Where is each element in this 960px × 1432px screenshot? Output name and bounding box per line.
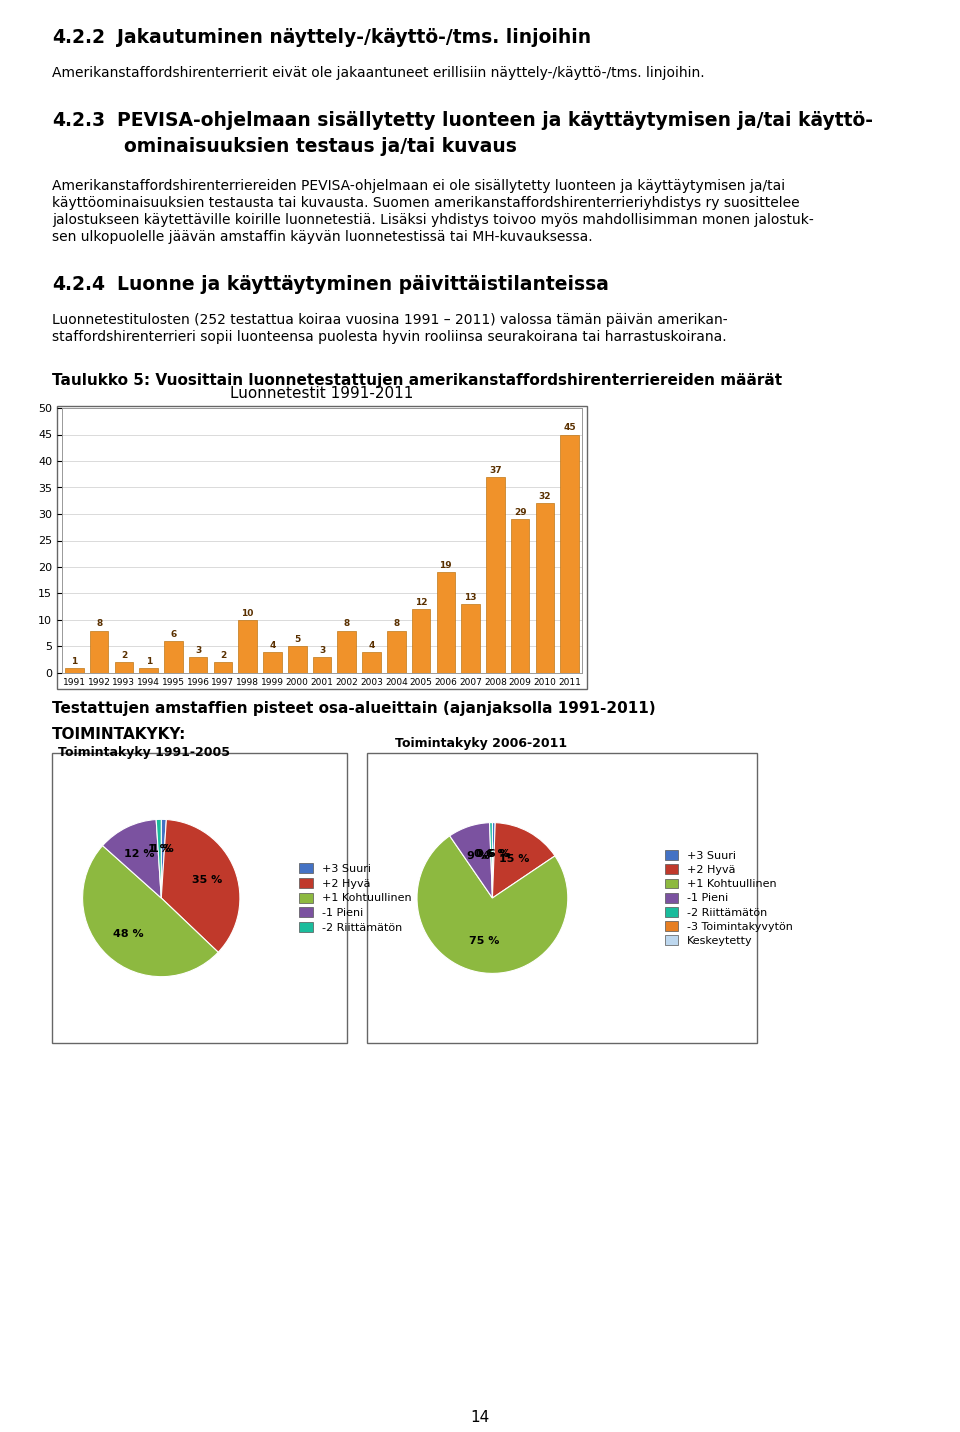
Text: 3: 3 bbox=[195, 646, 202, 654]
Text: TOIMINTAKYKY:: TOIMINTAKYKY: bbox=[52, 727, 186, 742]
Text: 4: 4 bbox=[270, 640, 276, 650]
Bar bbox=[214, 663, 232, 673]
Bar bbox=[263, 652, 282, 673]
Bar bbox=[238, 620, 257, 673]
Bar bbox=[437, 573, 455, 673]
Text: Jakautuminen näyttely-/käyttö-/tms. linjoihin: Jakautuminen näyttely-/käyttö-/tms. linj… bbox=[104, 29, 591, 47]
Text: 29: 29 bbox=[514, 508, 526, 517]
Bar bbox=[561, 434, 579, 673]
Text: 8: 8 bbox=[344, 620, 349, 629]
Text: 10: 10 bbox=[242, 609, 253, 617]
Bar bbox=[412, 610, 430, 673]
Wedge shape bbox=[161, 819, 240, 952]
Text: 45: 45 bbox=[564, 424, 576, 432]
Wedge shape bbox=[492, 822, 555, 898]
Text: 15 %: 15 % bbox=[498, 855, 529, 865]
Text: 2: 2 bbox=[121, 652, 127, 660]
Text: 5: 5 bbox=[294, 636, 300, 644]
Bar bbox=[65, 667, 84, 673]
Wedge shape bbox=[83, 846, 218, 977]
Text: Toimintakyky 2006-2011: Toimintakyky 2006-2011 bbox=[395, 737, 567, 750]
Wedge shape bbox=[161, 819, 166, 898]
Wedge shape bbox=[156, 819, 161, 898]
Bar bbox=[288, 646, 306, 673]
Text: Testattujen amstaffien pisteet osa-alueittain (ajanjaksolla 1991-2011): Testattujen amstaffien pisteet osa-aluei… bbox=[52, 702, 656, 716]
Text: 12: 12 bbox=[415, 599, 427, 607]
Text: Taulukko 5: Vuosittain luonnetestattujen amerikanstaffordshirenterriereiden määr: Taulukko 5: Vuosittain luonnetestattujen… bbox=[52, 372, 782, 388]
Text: 1: 1 bbox=[146, 657, 152, 666]
Wedge shape bbox=[490, 822, 492, 898]
Bar bbox=[90, 630, 108, 673]
Text: Luonnetestitulosten (252 testattua koiraa vuosina 1991 – 2011) valossa tämän päi: Luonnetestitulosten (252 testattua koira… bbox=[52, 314, 728, 326]
Text: 8: 8 bbox=[394, 620, 399, 629]
Text: 32: 32 bbox=[539, 493, 551, 501]
Text: 1 %: 1 % bbox=[152, 843, 174, 853]
Legend: +3 Suuri, +2 Hyvä, +1 Kohtuullinen, -1 Pieni, -2 Riittämätön: +3 Suuri, +2 Hyvä, +1 Kohtuullinen, -1 P… bbox=[300, 863, 411, 932]
Text: 35 %: 35 % bbox=[192, 875, 222, 885]
Text: Luonne ja käyttäytyminen päivittäistilanteissa: Luonne ja käyttäytyminen päivittäistilan… bbox=[104, 275, 609, 294]
Text: 8: 8 bbox=[96, 620, 103, 629]
Text: 19: 19 bbox=[440, 561, 452, 570]
Legend: +3 Suuri, +2 Hyvä, +1 Kohtuullinen, -1 Pieni, -2 Riittämätön, -3 Toimintakyvytön: +3 Suuri, +2 Hyvä, +1 Kohtuullinen, -1 P… bbox=[665, 851, 793, 945]
Bar bbox=[462, 604, 480, 673]
Bar bbox=[536, 504, 554, 673]
Text: Amerikanstaffordshirenterrierit eivät ole jakaantuneet erillisiin näyttely-/käyt: Amerikanstaffordshirenterrierit eivät ol… bbox=[52, 66, 705, 80]
Wedge shape bbox=[103, 819, 161, 898]
Text: 0,6 %: 0,6 % bbox=[474, 849, 509, 859]
Bar bbox=[189, 657, 207, 673]
Bar bbox=[338, 630, 356, 673]
Text: 37: 37 bbox=[489, 465, 502, 475]
Text: 1: 1 bbox=[71, 657, 78, 666]
Bar bbox=[313, 657, 331, 673]
Text: 12 %: 12 % bbox=[125, 849, 155, 859]
Text: Toimintakyky 1991-2005: Toimintakyky 1991-2005 bbox=[58, 746, 229, 759]
Text: 4.2.4: 4.2.4 bbox=[52, 275, 105, 294]
Text: ominaisuuksien testaus ja/tai kuvaus: ominaisuuksien testaus ja/tai kuvaus bbox=[124, 137, 516, 156]
Bar bbox=[139, 667, 158, 673]
Text: 48 %: 48 % bbox=[112, 929, 143, 939]
Bar bbox=[114, 663, 133, 673]
Text: 1 %: 1 % bbox=[148, 843, 171, 853]
Text: 4.2.2: 4.2.2 bbox=[52, 29, 105, 47]
Text: 4: 4 bbox=[369, 640, 374, 650]
Text: PEVISA-ohjelmaan sisällytetty luonteen ja käyttäytymisen ja/tai käyttö-: PEVISA-ohjelmaan sisällytetty luonteen j… bbox=[104, 112, 873, 130]
Text: 2: 2 bbox=[220, 652, 226, 660]
Bar bbox=[387, 630, 405, 673]
Text: jalostukseen käytettäville koirille luonnetestiä. Lisäksi yhdistys toivoo myös m: jalostukseen käytettäville koirille luon… bbox=[52, 213, 814, 228]
Text: staffordshirenterrieri sopii luonteensa puolesta hyvin rooliinsa seurakoirana ta: staffordshirenterrieri sopii luonteensa … bbox=[52, 329, 727, 344]
Text: Amerikanstaffordshirenterriereiden PEVISA-ohjelmaan ei ole sisällytetty luonteen: Amerikanstaffordshirenterriereiden PEVIS… bbox=[52, 179, 785, 193]
Text: 9 %: 9 % bbox=[468, 851, 490, 861]
Bar bbox=[511, 520, 529, 673]
Text: 13: 13 bbox=[465, 593, 477, 601]
Text: 75 %: 75 % bbox=[469, 937, 499, 947]
Text: 14: 14 bbox=[470, 1411, 490, 1425]
Text: 3: 3 bbox=[319, 646, 325, 654]
Text: käyttöominaisuuksien testausta tai kuvausta. Suomen amerikanstaffordshirenterrie: käyttöominaisuuksien testausta tai kuvau… bbox=[52, 196, 800, 211]
Bar bbox=[362, 652, 381, 673]
Text: 4.2.3: 4.2.3 bbox=[52, 112, 106, 130]
Wedge shape bbox=[449, 822, 492, 898]
Title: Luonnetestit 1991-2011: Luonnetestit 1991-2011 bbox=[230, 387, 414, 401]
Wedge shape bbox=[417, 836, 567, 974]
Text: sen ulkopuolelle jäävän amstaffin käyvän luonnetestissä tai MH-kuvauksessa.: sen ulkopuolelle jäävän amstaffin käyvän… bbox=[52, 231, 592, 243]
Bar bbox=[164, 642, 182, 673]
Bar bbox=[486, 477, 505, 673]
Text: 6: 6 bbox=[170, 630, 177, 639]
Wedge shape bbox=[492, 822, 495, 898]
Text: 0,6 %: 0,6 % bbox=[476, 849, 511, 859]
